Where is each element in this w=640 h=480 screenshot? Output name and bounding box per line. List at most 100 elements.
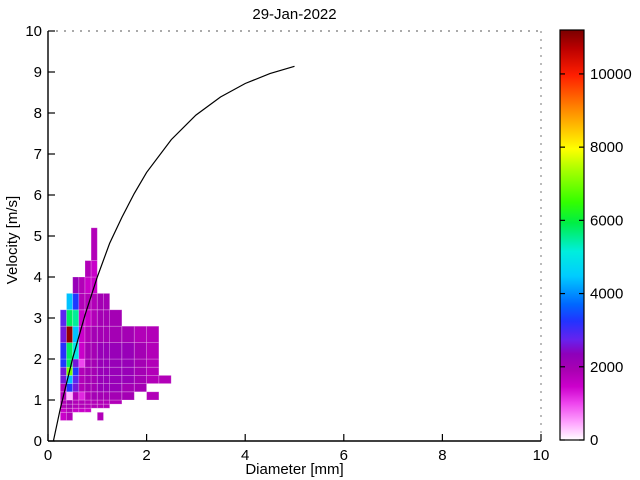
histogram-cell bbox=[90, 227, 98, 262]
x-tick-label: 6 bbox=[340, 447, 348, 464]
histogram-cell bbox=[103, 358, 111, 368]
colorbar-tick-label: 2000 bbox=[590, 359, 623, 376]
histogram-cell bbox=[66, 411, 74, 421]
histogram-cell bbox=[72, 407, 80, 413]
histogram-cell bbox=[146, 374, 160, 384]
histogram-cell bbox=[66, 403, 74, 409]
histogram-cell bbox=[78, 292, 86, 311]
histogram-cell bbox=[103, 366, 111, 376]
terminal-velocity-curve bbox=[52, 65, 295, 442]
histogram-cell bbox=[103, 309, 111, 327]
histogram-cell bbox=[109, 342, 123, 360]
y-tick-label: 2 bbox=[34, 351, 42, 368]
histogram-cell bbox=[84, 342, 92, 360]
colorbar-tick-label: 0 bbox=[590, 432, 598, 449]
colorbar-gradient bbox=[560, 30, 584, 440]
histogram-cell bbox=[72, 399, 80, 405]
histogram-cell bbox=[103, 374, 111, 384]
histogram-cell bbox=[59, 411, 67, 421]
colorbar-frame bbox=[559, 29, 585, 441]
histogram-cell bbox=[66, 407, 74, 413]
histogram-cell bbox=[72, 403, 80, 409]
histogram-cell bbox=[90, 366, 98, 376]
colorbar-tick-label: 10000 bbox=[590, 66, 632, 83]
histogram-cell bbox=[72, 374, 80, 384]
histogram-cell bbox=[90, 374, 98, 384]
histogram-cell bbox=[90, 325, 98, 344]
histogram-cell bbox=[59, 309, 67, 327]
histogram-cell bbox=[78, 342, 86, 360]
histogram-cell bbox=[78, 403, 86, 409]
histogram-cell bbox=[109, 374, 123, 384]
histogram-cell bbox=[84, 399, 92, 405]
histogram-cell bbox=[66, 292, 74, 311]
y-axis-label: Velocity [m/s] bbox=[4, 195, 21, 285]
x-tick-label: 8 bbox=[438, 447, 446, 464]
histogram-cell bbox=[78, 276, 86, 294]
histogram-cell bbox=[133, 358, 148, 368]
y-tick-label: 4 bbox=[34, 269, 42, 286]
x-tick-label: 10 bbox=[533, 447, 550, 464]
histogram-cell bbox=[96, 309, 104, 327]
histogram-cell bbox=[146, 391, 160, 401]
histogram-cell bbox=[96, 411, 104, 421]
y-tick-label: 10 bbox=[25, 23, 42, 40]
histogram-cell bbox=[96, 366, 104, 376]
histogram-cell bbox=[72, 292, 80, 311]
y-tick-label: 7 bbox=[34, 146, 42, 163]
histogram-cell bbox=[66, 342, 74, 360]
histogram-cell bbox=[90, 391, 98, 401]
histogram-cell bbox=[96, 292, 104, 311]
histogram-cell bbox=[59, 325, 67, 344]
histogram-cell bbox=[78, 358, 86, 368]
histogram-cell bbox=[90, 292, 98, 311]
histogram-cell bbox=[103, 391, 111, 401]
histogram-cell bbox=[84, 358, 92, 368]
histogram-cell bbox=[78, 407, 86, 413]
x-axis-label: Diameter [mm] bbox=[245, 461, 344, 478]
histogram-cell bbox=[72, 366, 80, 376]
histogram-cell bbox=[133, 366, 148, 376]
histogram-cell bbox=[96, 399, 104, 405]
colorbar-tick-label: 6000 bbox=[590, 212, 623, 229]
chart-title: 29-Jan-2022 bbox=[252, 6, 337, 23]
histogram-cell bbox=[146, 325, 160, 344]
y-tick-label: 5 bbox=[34, 228, 42, 245]
histogram-cell bbox=[78, 366, 86, 376]
histogram-cell bbox=[96, 391, 104, 401]
histogram-cell bbox=[103, 383, 111, 393]
histogram-cell bbox=[72, 276, 80, 294]
histogram-cell bbox=[90, 358, 98, 368]
histogram-cell bbox=[146, 358, 160, 368]
histogram-cell bbox=[84, 391, 92, 401]
histogram-cell bbox=[158, 374, 172, 384]
histogram-cell bbox=[146, 366, 160, 376]
histogram-cell bbox=[103, 342, 111, 360]
histogram-cell bbox=[84, 374, 92, 384]
histogram-cell bbox=[103, 399, 111, 405]
histogram-cell bbox=[121, 358, 135, 368]
histogram-cell bbox=[90, 403, 98, 409]
histogram-cell bbox=[96, 325, 104, 344]
histogram-cell bbox=[133, 374, 148, 384]
histogram-cell bbox=[59, 407, 67, 413]
histogram-cell bbox=[121, 383, 135, 393]
histogram-cell bbox=[90, 383, 98, 393]
y-tick-label: 9 bbox=[34, 64, 42, 81]
histogram-cell bbox=[59, 374, 67, 384]
x-tick-label: 4 bbox=[241, 447, 249, 464]
histogram-cell bbox=[84, 403, 92, 409]
histogram-cell bbox=[78, 399, 86, 405]
histogram-cell bbox=[84, 276, 92, 294]
x-tick-label: 2 bbox=[142, 447, 150, 464]
histogram-cell bbox=[90, 309, 98, 327]
histogram-cell bbox=[78, 391, 86, 401]
histogram-cell bbox=[90, 342, 98, 360]
histogram-cell bbox=[78, 383, 86, 393]
histogram-cell bbox=[103, 325, 111, 344]
histogram-cell bbox=[133, 383, 148, 393]
histogram-cell bbox=[96, 403, 104, 409]
histogram-cell bbox=[66, 325, 74, 344]
histogram-cell bbox=[72, 309, 80, 327]
histogram-cell bbox=[59, 358, 67, 368]
